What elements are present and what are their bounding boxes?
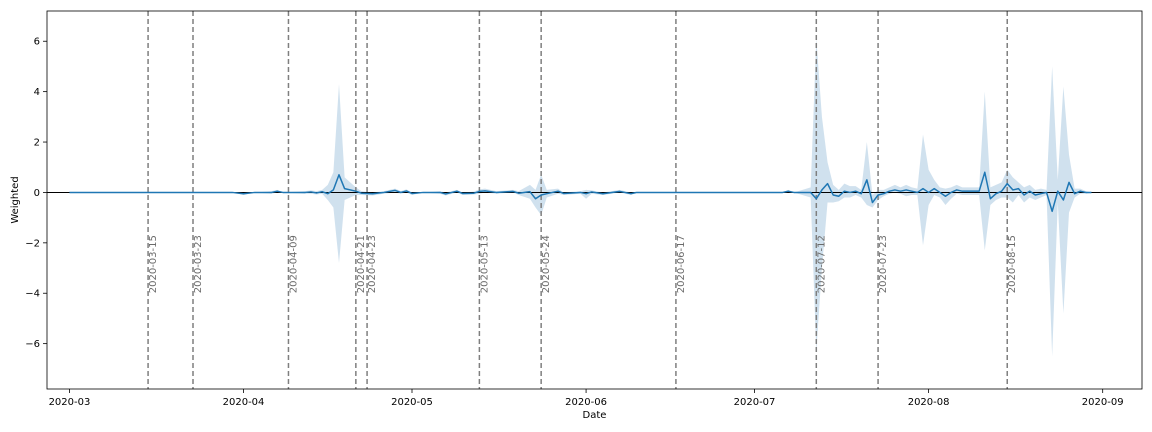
x-axis-title: Date <box>583 410 607 421</box>
series-line-layer <box>69 171 1092 213</box>
vertical-line-label: 2020-06-17 <box>676 235 687 293</box>
y-tick-label: −4 <box>25 289 40 300</box>
x-axis-ticks: 2020-03 2020-04 2020-05 2020-06 2020-07 2020-… <box>49 389 1124 408</box>
x-tick-label: 2020-03 <box>49 397 91 408</box>
x-tick-label: 2020-07 <box>734 397 776 408</box>
vertical-reference-lines: 2020-03-15 2020-03-23 2020-04-09 2020-04-21… <box>147 11 1018 389</box>
plot-area-frame <box>46 10 1143 390</box>
vertical-line-label: 2020-04-23 <box>367 235 378 293</box>
vertical-line-label: 2020-05-24 <box>541 235 552 293</box>
x-tick-label: 2020-09 <box>1082 397 1124 408</box>
confidence-band <box>69 38 1092 357</box>
y-tick-label: 0 <box>34 188 40 199</box>
vertical-line-label: 2020-07-12 <box>816 235 827 293</box>
x-tick-label: 2020-05 <box>391 397 433 408</box>
vertical-line-label: 2020-08-15 <box>1007 235 1018 293</box>
confidence-band-layer <box>69 38 1092 357</box>
y-tick-label: 6 <box>34 37 40 48</box>
y-tick-label: 4 <box>34 87 40 98</box>
x-tick-label: 2020-04 <box>223 397 265 408</box>
vertical-line-label: 2020-05-13 <box>479 235 490 293</box>
series-line <box>69 171 1092 213</box>
y-axis-title: Weighted <box>10 176 21 223</box>
y-tick-label: 2 <box>34 138 40 149</box>
vertical-line-label: 2020-04-09 <box>288 235 299 293</box>
y-tick-label: −2 <box>25 238 40 249</box>
vertical-line-label: 2020-04-21 <box>356 235 367 293</box>
y-axis-ticks: −6 −4 −2 0 2 4 6 <box>25 37 47 350</box>
y-tick-label: −6 <box>25 339 40 350</box>
x-tick-label: 2020-08 <box>908 397 950 408</box>
vertical-line-label: 2020-03-23 <box>193 235 204 293</box>
vertical-line-label: 2020-03-15 <box>148 235 159 293</box>
vertical-line-label: 2020-07-23 <box>878 235 889 293</box>
x-tick-label: 2020-06 <box>565 397 607 408</box>
